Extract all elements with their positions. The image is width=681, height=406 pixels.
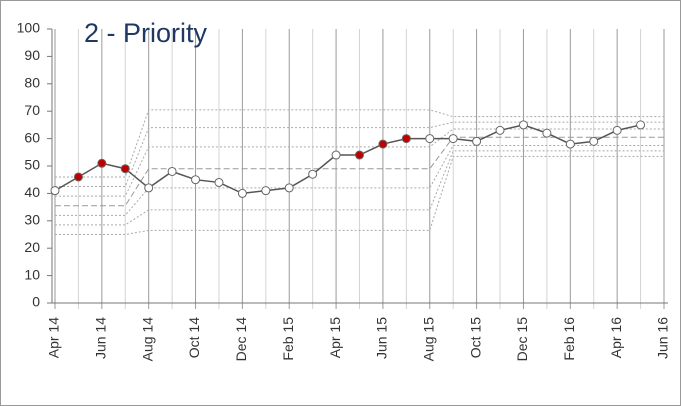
y-tick-label: 50 bbox=[24, 157, 40, 173]
data-point bbox=[401, 134, 411, 144]
x-tick-label: Oct 14 bbox=[186, 317, 202, 358]
data-point bbox=[97, 158, 107, 168]
data-point bbox=[355, 150, 364, 160]
data-point bbox=[589, 136, 599, 146]
data-point bbox=[261, 186, 271, 196]
chart-title: 2 - Priority bbox=[84, 18, 208, 48]
data-point bbox=[495, 125, 505, 135]
data-point bbox=[565, 139, 575, 149]
x-tick-label: Feb 15 bbox=[280, 317, 296, 361]
y-tick-label: 10 bbox=[24, 266, 40, 282]
limit-line bbox=[55, 121, 664, 188]
x-tick-label: Apr 14 bbox=[46, 317, 62, 358]
data-point bbox=[284, 183, 294, 193]
data-point bbox=[237, 188, 247, 198]
x-tick-label: Jun 15 bbox=[374, 317, 390, 359]
x-tick-label: Jun 14 bbox=[93, 317, 109, 359]
x-tick-label: Feb 16 bbox=[561, 317, 577, 361]
x-tick-label: Dec 15 bbox=[514, 317, 530, 362]
data-point bbox=[612, 125, 622, 135]
y-tick-label: 80 bbox=[24, 75, 40, 91]
data-point bbox=[144, 183, 154, 193]
data-point bbox=[472, 136, 482, 146]
data-point bbox=[542, 128, 552, 138]
x-tick-label: Apr 16 bbox=[608, 317, 624, 358]
data-point bbox=[331, 150, 341, 160]
y-tick-label: 100 bbox=[17, 20, 41, 36]
limit-line bbox=[55, 150, 664, 226]
data-point bbox=[308, 169, 318, 179]
data-point bbox=[636, 120, 646, 130]
data-point bbox=[378, 139, 388, 149]
x-tick-label: Apr 15 bbox=[327, 317, 343, 358]
y-tick-label: 60 bbox=[24, 129, 40, 145]
data-point bbox=[120, 164, 130, 174]
data-point bbox=[73, 172, 83, 182]
limit-line bbox=[55, 109, 664, 178]
limit-line bbox=[55, 128, 664, 197]
y-tick-label: 70 bbox=[24, 102, 40, 118]
y-tick-label: 20 bbox=[24, 239, 40, 255]
data-point bbox=[50, 186, 60, 196]
x-tick-label: Dec 14 bbox=[233, 317, 249, 362]
y-tick-label: 40 bbox=[24, 184, 40, 200]
y-tick-label: 90 bbox=[24, 47, 40, 63]
y-tick-label: 0 bbox=[32, 294, 40, 310]
data-point bbox=[425, 134, 435, 144]
x-tick-label: Aug 14 bbox=[139, 317, 155, 362]
y-tick-label: 30 bbox=[24, 212, 40, 228]
x-tick-label: Aug 15 bbox=[420, 317, 436, 362]
x-tick-label: Oct 15 bbox=[467, 317, 483, 358]
data-point bbox=[191, 175, 201, 185]
data-point bbox=[167, 166, 177, 176]
data-point bbox=[214, 177, 224, 187]
x-tick-label: Jun 16 bbox=[655, 317, 671, 359]
data-point bbox=[518, 120, 528, 130]
data-point bbox=[448, 134, 458, 144]
limit-line bbox=[55, 136, 664, 207]
